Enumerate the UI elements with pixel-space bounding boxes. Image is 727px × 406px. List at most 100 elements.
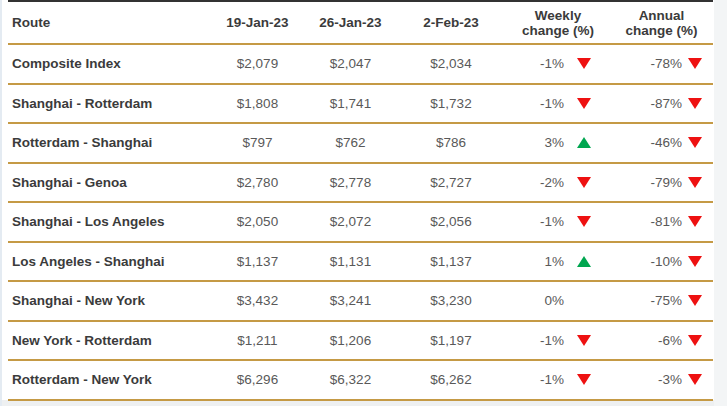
weekly-change-cell: -1%	[506, 44, 610, 84]
annual-down-arrow-icon	[688, 98, 703, 109]
weekly-change-value: -1%	[524, 333, 564, 348]
annual-change-value: -6%	[638, 333, 682, 348]
weekly-no-change-placeholder	[577, 295, 592, 306]
route-name: Rotterdam - New York	[8, 360, 210, 400]
table-row: Shanghai - New York $3,432 $3,241 $3,230…	[8, 281, 713, 321]
page-background-bottom-edge	[2, 400, 714, 406]
weekly-down-arrow-icon	[577, 177, 592, 188]
weekly-change-value: -1%	[524, 372, 564, 387]
route-name: Shanghai - Genoa	[8, 163, 210, 203]
annual-change-value: -81%	[638, 214, 682, 229]
page-background-right-edge	[714, 0, 727, 406]
weekly-change-cell: 3%	[506, 123, 610, 163]
rate-value-week2: $762	[305, 123, 396, 163]
rate-value-week2: $2,072	[305, 202, 396, 242]
table-row: New York - Rotterdam $1,211 $1,206 $1,19…	[8, 321, 713, 361]
weekly-change-cell: -1%	[506, 84, 610, 124]
annual-down-arrow-icon	[688, 374, 703, 385]
route-name: Shanghai - Los Angeles	[8, 202, 210, 242]
weekly-change-value: -1%	[524, 214, 564, 229]
weekly-change-header-line2: change (%)	[506, 23, 610, 38]
weekly-change-value: -1%	[524, 96, 564, 111]
page-background-left-edge	[0, 0, 2, 406]
rate-value-week3: $2,056	[396, 202, 506, 242]
annual-down-arrow-icon	[688, 58, 703, 69]
annual-change-value: -79%	[638, 175, 682, 190]
route-name: Shanghai - Rotterdam	[8, 84, 210, 124]
weekly-change-value: -2%	[524, 175, 564, 190]
weekly-down-arrow-icon	[577, 216, 592, 227]
annual-change-cell: -46%	[610, 123, 713, 163]
weekly-change-cell: -1%	[506, 360, 610, 400]
weekly-down-arrow-icon	[577, 58, 592, 69]
annual-down-arrow-icon	[688, 335, 703, 346]
weekly-change-header-line1: Weekly	[506, 8, 610, 23]
freight-rates-table: Route 19-Jan-23 26-Jan-23 2-Feb-23 Weekl…	[8, 0, 713, 401]
rate-value-week3: $1,197	[396, 321, 506, 361]
rate-value-week3: $6,262	[396, 360, 506, 400]
rate-value-week2: $2,778	[305, 163, 396, 203]
weekly-change-value: 3%	[524, 135, 564, 150]
annual-change-value: -10%	[638, 254, 682, 269]
rate-value-week3: $1,137	[396, 242, 506, 282]
rate-value-week2: $1,206	[305, 321, 396, 361]
weekly-down-arrow-icon	[577, 98, 592, 109]
annual-change-cell: -6%	[610, 321, 713, 361]
annual-change-cell: -10%	[610, 242, 713, 282]
annual-down-arrow-icon	[688, 216, 703, 227]
rate-value-week3: $3,230	[396, 281, 506, 321]
annual-change-cell: -75%	[610, 281, 713, 321]
rate-value-week1: $797	[210, 123, 305, 163]
rate-value-week1: $1,137	[210, 242, 305, 282]
route-name: Composite Index	[8, 44, 210, 84]
weekly-down-arrow-icon	[577, 335, 592, 346]
weekly-change-cell: 0%	[506, 281, 610, 321]
rate-value-week1: $1,808	[210, 84, 305, 124]
rate-value-week1: $3,432	[210, 281, 305, 321]
rate-value-week2: $1,131	[305, 242, 396, 282]
rate-value-week3: $786	[396, 123, 506, 163]
annual-change-cell: -78%	[610, 44, 713, 84]
route-name: New York - Rotterdam	[8, 321, 210, 361]
weekly-change-cell: -2%	[506, 163, 610, 203]
rate-value-week3: $2,034	[396, 44, 506, 84]
weekly-down-arrow-icon	[577, 374, 592, 385]
column-header-weekly-change: Weekly change (%)	[506, 1, 610, 44]
rate-value-week1: $2,050	[210, 202, 305, 242]
annual-change-value: -46%	[638, 135, 682, 150]
annual-change-header-line2: change (%)	[610, 23, 713, 38]
column-header-route: Route	[8, 1, 210, 44]
annual-down-arrow-icon	[688, 137, 703, 148]
table-row: Shanghai - Los Angeles $2,050 $2,072 $2,…	[8, 202, 713, 242]
route-name: Shanghai - New York	[8, 281, 210, 321]
rate-value-week1: $1,211	[210, 321, 305, 361]
weekly-up-arrow-icon	[577, 137, 592, 148]
table-row: Composite Index $2,079 $2,047 $2,034 -1%…	[8, 44, 713, 84]
column-header-date-1: 19-Jan-23	[210, 1, 305, 44]
column-header-date-3: 2-Feb-23	[396, 1, 506, 44]
rate-value-week2: $6,322	[305, 360, 396, 400]
rate-value-week3: $1,732	[396, 84, 506, 124]
annual-down-arrow-icon	[688, 177, 703, 188]
annual-change-value: -3%	[638, 372, 682, 387]
annual-change-header-line1: Annual	[610, 8, 713, 23]
annual-change-value: -75%	[638, 293, 682, 308]
weekly-change-cell: 1%	[506, 242, 610, 282]
annual-change-value: -87%	[638, 96, 682, 111]
table-row: Shanghai - Genoa $2,780 $2,778 $2,727 -2…	[8, 163, 713, 203]
annual-down-arrow-icon	[688, 295, 703, 306]
annual-change-cell: -3%	[610, 360, 713, 400]
route-name: Los Angeles - Shanghai	[8, 242, 210, 282]
annual-change-cell: -87%	[610, 84, 713, 124]
header-row: Route 19-Jan-23 26-Jan-23 2-Feb-23 Weekl…	[8, 1, 713, 44]
weekly-change-value: 1%	[524, 254, 564, 269]
rate-value-week1: $6,296	[210, 360, 305, 400]
weekly-change-value: -1%	[524, 56, 564, 71]
rate-value-week1: $2,780	[210, 163, 305, 203]
route-name: Rotterdam - Shanghai	[8, 123, 210, 163]
column-header-date-2: 26-Jan-23	[305, 1, 396, 44]
rate-value-week3: $2,727	[396, 163, 506, 203]
rate-value-week1: $2,079	[210, 44, 305, 84]
annual-change-cell: -79%	[610, 163, 713, 203]
table-row: Rotterdam - New York $6,296 $6,322 $6,26…	[8, 360, 713, 400]
